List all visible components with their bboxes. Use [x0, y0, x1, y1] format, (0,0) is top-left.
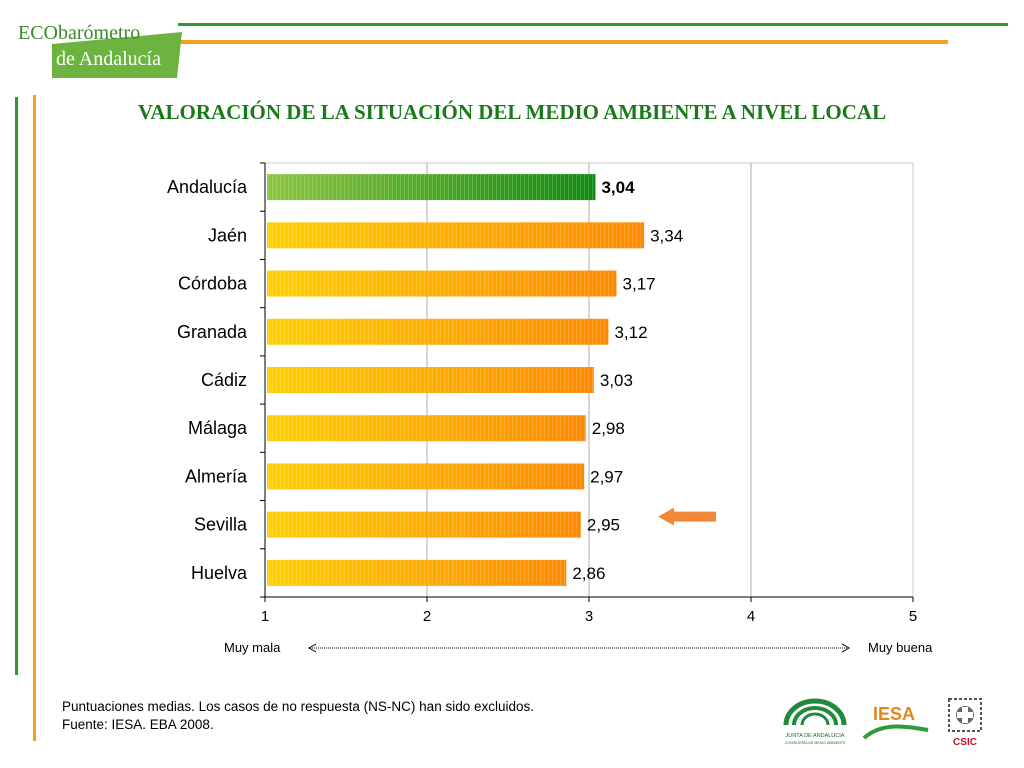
ecobarometro-logo: ECObarómetro de Andalucía: [18, 20, 182, 80]
logo-green-banner: [52, 32, 182, 78]
footer-note-line1: Puntuaciones medias. Los casos de no res…: [62, 699, 534, 714]
scale-arrow-right: [841, 643, 851, 653]
data-label: 3,17: [623, 275, 656, 294]
category-label: Jaén: [208, 225, 247, 245]
iesa-text: IESA: [873, 704, 915, 724]
bar-texture: [267, 511, 581, 538]
csic-logo: CSIC: [948, 698, 982, 748]
x-tick-label: 2: [423, 608, 431, 625]
junta-andalucia-logo: JUNTA DE ANDALUCIA CONSEJERÍA DE MEDIO A…: [783, 698, 847, 745]
bar-texture: [267, 318, 609, 345]
data-label: 3,04: [601, 178, 635, 197]
left-green-rule: [15, 97, 18, 675]
junta-text: JUNTA DE ANDALUCIA: [786, 733, 845, 739]
data-label: 2,95: [587, 516, 620, 535]
category-label: Andalucía: [167, 177, 248, 197]
logo-line1: ECObarómetro: [18, 22, 141, 44]
data-label: 2,86: [572, 564, 605, 583]
bar-texture: [267, 559, 567, 586]
data-label: 2,98: [592, 419, 625, 438]
category-label: Granada: [177, 322, 248, 342]
csic-text: CSIC: [953, 737, 977, 748]
data-label: 3,12: [614, 323, 647, 342]
scale-high-label: Muy buena: [868, 640, 933, 655]
data-label: 3,03: [600, 371, 633, 390]
category-label: Córdoba: [178, 274, 248, 294]
footer-note-line2: Fuente: IESA. EBA 2008.: [62, 717, 214, 732]
category-label: Almería: [185, 466, 248, 486]
left-orange-rule: [33, 95, 36, 741]
category-label: Huelva: [191, 563, 248, 583]
x-tick-label: 1: [261, 608, 269, 625]
bar-texture: [267, 270, 617, 297]
top-orange-rule: [178, 40, 948, 44]
category-label: Cádiz: [201, 370, 247, 390]
highlight-arrow: [658, 507, 716, 526]
top-green-rule: [178, 23, 1008, 26]
bar-texture: [267, 463, 585, 490]
scale-low-label: Muy mala: [224, 640, 281, 655]
x-tick-label: 3: [585, 608, 593, 625]
x-tick-label: 5: [909, 608, 917, 625]
bar-texture: [267, 367, 594, 393]
bar-texture: [267, 415, 586, 442]
page-title: VALORACIÓN DE LA SITUACIÓN DEL MEDIO AMB…: [137, 100, 887, 124]
bar-texture: [267, 222, 645, 249]
data-label: 2,97: [590, 467, 623, 486]
category-label: Málaga: [188, 418, 248, 438]
data-label: 3,34: [650, 226, 683, 245]
footer-note: Puntuaciones medias. Los casos de no res…: [62, 698, 534, 734]
category-label: Sevilla: [194, 515, 248, 535]
scale-arrow-left: [307, 643, 317, 653]
logo-line2: de Andalucía: [56, 48, 161, 70]
junta-subtext: CONSEJERÍA DE MEDIO AMBIENTE: [785, 741, 846, 745]
iesa-logo: IESA: [862, 704, 929, 740]
x-tick-label: 4: [747, 608, 755, 625]
bar-texture: [267, 174, 596, 201]
